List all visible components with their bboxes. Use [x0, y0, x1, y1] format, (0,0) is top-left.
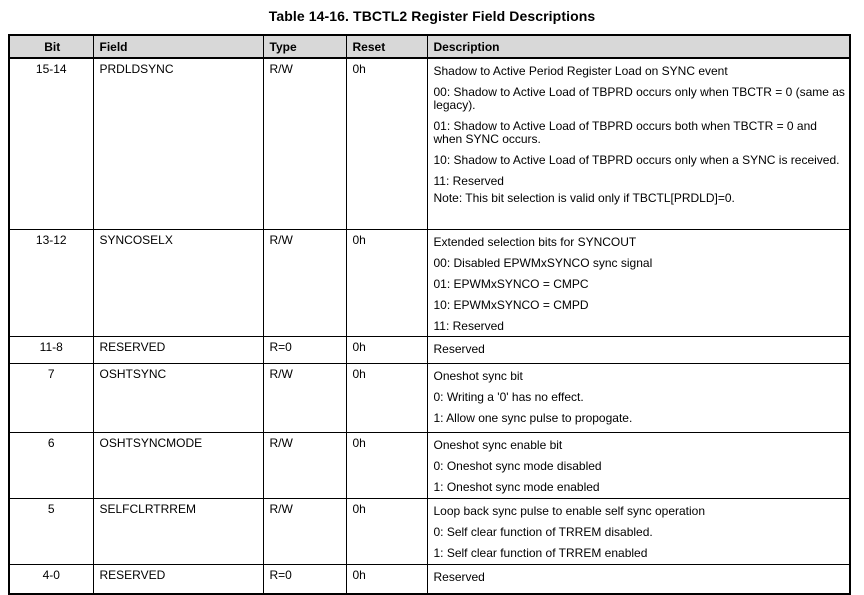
- description-paragraph: Note: This bit selection is valid only i…: [433, 191, 735, 205]
- description-paragraph: 1: Self clear function of TRREM enabled: [433, 546, 648, 560]
- table-row: 4-0 RESERVED R=0 0h Reserved: [8, 564, 851, 595]
- bit-cell: 5: [8, 498, 94, 565]
- col-header-type: Type: [262, 34, 347, 59]
- reset-cell: 0h: [345, 498, 428, 565]
- reset-cell: 0h: [345, 564, 428, 595]
- description-paragraph: 01: EPWMxSYNCO = CMPC: [433, 277, 589, 291]
- description-paragraph: 11: Reserved: [433, 174, 504, 188]
- reset-cell: 0h: [345, 432, 428, 499]
- field-cell: PRDLDSYNC: [92, 57, 264, 230]
- description-paragraph: Loop back sync pulse to enable self sync…: [433, 504, 706, 518]
- field-cell: OSHTSYNC: [92, 363, 264, 433]
- description-cell: Reserved: [426, 564, 851, 595]
- description-paragraph: 1: Allow one sync pulse to propogate.: [433, 411, 633, 425]
- description-paragraph: Shadow to Active Period Register Load on…: [433, 64, 728, 78]
- header-row: Bit Field Type Reset Description: [8, 34, 851, 59]
- col-header-reset: Reset: [345, 34, 428, 59]
- description-paragraph: 11: Reserved: [433, 319, 504, 333]
- type-cell: R/W: [262, 498, 347, 565]
- table-row: 13-12 SYNCOSELX R/W 0h Extended selection bi…: [8, 229, 851, 337]
- description-paragraph: 10: Shadow to Active Load of TBPRD occur…: [433, 153, 840, 167]
- bit-cell: 11-8: [8, 336, 94, 364]
- description-paragraph: Reserved: [433, 342, 485, 356]
- table-row: 6 OSHTSYNCMODE R/W 0h Oneshot sync enable bi…: [8, 432, 851, 499]
- col-header-bit: Bit: [8, 34, 94, 59]
- table-row: 7 OSHTSYNC R/W 0h Oneshot sync bit 0: Writing…: [8, 363, 851, 433]
- table-title: Table 14-16. TBCTL2 Register Field Descr…: [268, 8, 596, 24]
- field-cell: RESERVED: [92, 336, 264, 364]
- description-cell: Oneshot sync bit 0: Writing a '0' has no …: [426, 363, 851, 433]
- description-paragraph: 0: Self clear function of TRREM disabled…: [433, 525, 653, 539]
- field-cell: OSHTSYNCMODE: [92, 432, 264, 499]
- description-paragraph: 0: Oneshot sync mode disabled: [433, 459, 602, 473]
- description-paragraph: 0: Writing a '0' has no effect.: [433, 390, 584, 404]
- description-paragraph: 1: Oneshot sync mode enabled: [433, 480, 600, 494]
- description-paragraph: 10: EPWMxSYNCO = CMPD: [433, 298, 589, 312]
- type-cell: R/W: [262, 432, 347, 499]
- description-cell: Shadow to Active Period Register Load on…: [426, 57, 851, 230]
- bit-cell: 7: [8, 363, 94, 433]
- description-paragraph: 00: Disabled EPWMxSYNCO sync signal: [433, 256, 653, 270]
- col-header-description: Description: [426, 34, 851, 59]
- description-cell: Oneshot sync enable bit 0: Oneshot sync m…: [426, 432, 851, 499]
- reset-cell: 0h: [345, 229, 428, 337]
- reset-cell: 0h: [345, 363, 428, 433]
- description-cell: Loop back sync pulse to enable self sync…: [426, 498, 851, 565]
- table-row: 15-14 PRDLDSYNC R/W 0h Shadow to Active Peri…: [8, 57, 851, 230]
- register-field-table: Bit Field Type Reset Description 15-14 PR…: [8, 34, 851, 595]
- table-row: 11-8 RESERVED R=0 0h Reserved: [8, 336, 851, 364]
- reset-cell: 0h: [345, 336, 428, 364]
- field-cell: RESERVED: [92, 564, 264, 595]
- description-paragraph: 00: Shadow to Active Load of TBPRD occur…: [433, 85, 845, 112]
- col-header-field: Field: [92, 34, 264, 59]
- description-paragraph: Oneshot sync enable bit: [433, 438, 563, 452]
- description-paragraph: Reserved: [433, 570, 485, 584]
- description-paragraph: Oneshot sync bit: [433, 369, 523, 383]
- bit-cell: 4-0: [8, 564, 94, 595]
- type-cell: R/W: [262, 363, 347, 433]
- bit-cell: 6: [8, 432, 94, 499]
- field-cell: SYNCOSELX: [92, 229, 264, 337]
- reset-cell: 0h: [345, 57, 428, 230]
- description-cell: Reserved: [426, 336, 851, 364]
- type-cell: R=0: [262, 336, 347, 364]
- table-row: 5 SELFCLRTRREM R/W 0h Loop back sync pulse t…: [8, 498, 851, 565]
- type-cell: R/W: [262, 57, 347, 230]
- field-cell: SELFCLRTRREM: [92, 498, 264, 565]
- bit-cell: 13-12: [8, 229, 94, 337]
- description-paragraph: 01: Shadow to Active Load of TBPRD occur…: [433, 119, 817, 146]
- type-cell: R/W: [262, 229, 347, 337]
- description-cell: Extended selection bits for SYNCOUT 00: D…: [426, 229, 851, 337]
- type-cell: R=0: [262, 564, 347, 595]
- bit-cell: 15-14: [8, 57, 94, 230]
- description-paragraph: Extended selection bits for SYNCOUT: [433, 235, 637, 249]
